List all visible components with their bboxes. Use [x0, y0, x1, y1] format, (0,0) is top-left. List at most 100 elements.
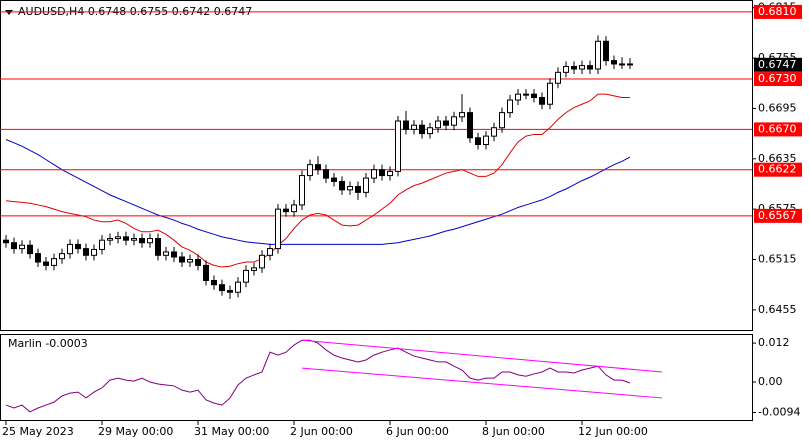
candle-body — [91, 248, 97, 256]
candle-body — [403, 120, 409, 130]
candle-body — [371, 169, 377, 179]
candle-body — [195, 259, 201, 266]
candle-body — [379, 169, 385, 177]
candle-body — [3, 239, 9, 244]
candle-body — [139, 238, 145, 244]
level-label-box — [754, 122, 802, 137]
x-tick-label: 8 Jun 00:00 — [482, 425, 545, 438]
candle-body — [507, 99, 513, 114]
candle-body — [539, 97, 545, 105]
candle-body — [219, 284, 225, 292]
candle-body — [531, 93, 537, 99]
candle-body — [299, 175, 305, 206]
candle-body — [59, 253, 65, 260]
candle-body — [51, 258, 57, 266]
candle-body — [35, 253, 41, 263]
candle-body — [467, 112, 473, 139]
y-tick-label: 0.6455 — [758, 303, 797, 316]
candle-body — [587, 65, 593, 70]
x-tick-label: 6 Jun 00:00 — [386, 425, 449, 438]
x-tick-label: 31 May 00:00 — [194, 425, 269, 438]
x-tick-label: 12 Jun 00:00 — [578, 425, 648, 438]
candle-body — [235, 281, 241, 293]
candle-body — [419, 124, 425, 135]
level-label-box — [754, 162, 802, 177]
candle-body — [259, 254, 265, 269]
candle-body — [571, 65, 577, 70]
candle-body — [363, 177, 369, 193]
candle-body — [43, 261, 49, 266]
candle-body — [395, 120, 401, 172]
main-panel — [0, 0, 753, 331]
x-tick-label: 29 May 00:00 — [98, 425, 173, 438]
candle-body — [555, 71, 561, 84]
y-tick-label: 0.012 — [758, 336, 790, 349]
candle-body — [491, 127, 497, 137]
y-tick-label: 0.6695 — [758, 101, 797, 114]
candle-body — [339, 180, 345, 191]
candle-body — [307, 164, 313, 177]
candle-body — [347, 185, 353, 191]
y-tick-label: 0.6635 — [758, 152, 797, 165]
candle-body — [355, 185, 361, 193]
candle-body — [435, 120, 441, 129]
candle-body — [75, 243, 81, 250]
candle-body — [251, 267, 257, 271]
candle-body — [171, 251, 177, 258]
candle-body — [603, 40, 609, 62]
candle-body — [131, 238, 137, 241]
candle-body — [499, 112, 505, 129]
candle-body — [243, 269, 249, 283]
trendline — [301, 367, 663, 399]
candle-body — [187, 259, 193, 263]
candle-body — [11, 242, 17, 250]
candle-body — [619, 63, 625, 66]
candle-body — [291, 204, 297, 213]
candle-body — [67, 243, 73, 255]
candle-body — [547, 82, 553, 105]
candle-body — [163, 251, 169, 256]
menu-triangle — [5, 10, 13, 15]
indicator-line — [5, 339, 631, 413]
candle-body — [211, 279, 217, 286]
moving-average — [5, 93, 630, 268]
indicator-panel — [0, 334, 753, 421]
candle-body — [323, 169, 329, 179]
candle-body — [579, 65, 585, 70]
level-label-box — [754, 72, 802, 87]
candle-body — [331, 177, 337, 182]
candle-body — [283, 208, 289, 213]
candle-body — [563, 65, 569, 73]
x-tick-label: 25 May 2023 — [2, 425, 74, 438]
candle-body — [99, 239, 105, 250]
candle-body — [107, 238, 113, 241]
candle-body — [115, 236, 121, 240]
y-tick-label: -0.0094 — [758, 406, 800, 419]
candle-body — [275, 208, 281, 250]
candle-body — [83, 248, 89, 256]
level-label-box — [754, 4, 802, 19]
candle-body — [443, 120, 449, 126]
candle-body — [483, 135, 489, 146]
candle-body — [155, 238, 161, 256]
level-label: 0.6730 — [758, 72, 797, 85]
candle-body — [203, 264, 209, 281]
candle-body — [19, 244, 25, 250]
level-label: 0.6810 — [758, 5, 797, 18]
candle-body — [459, 112, 465, 118]
candle-body — [611, 60, 617, 65]
candle-body — [227, 290, 233, 293]
level-label: 0.6622 — [758, 163, 797, 176]
candle-body — [179, 256, 185, 263]
x-tick-label: 2 Jun 00:00 — [290, 425, 353, 438]
candle-body — [515, 93, 521, 101]
y-tick-label: 0.6515 — [758, 253, 797, 266]
trendline — [301, 339, 663, 373]
last-price-box — [754, 57, 802, 72]
level-label-box — [754, 208, 802, 223]
candle-body — [451, 116, 457, 126]
candle-body — [315, 164, 321, 171]
candle-body — [627, 63, 633, 66]
moving-average — [5, 139, 631, 245]
